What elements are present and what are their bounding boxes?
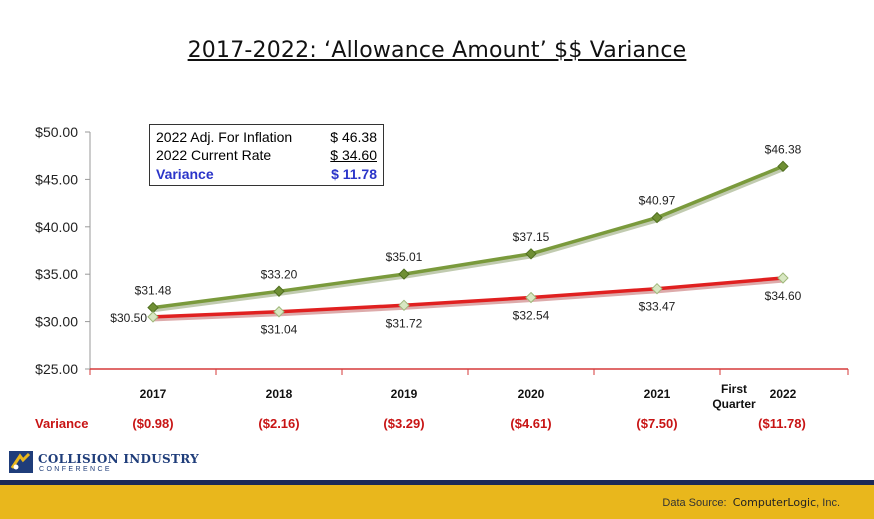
x-tick-label: 2021 bbox=[644, 387, 671, 401]
data-label: $33.20 bbox=[261, 267, 298, 281]
summary-value: $ 11.78 bbox=[331, 166, 377, 182]
y-tick-label: $35.00 bbox=[35, 266, 78, 282]
variance-value: ($2.16) bbox=[258, 416, 300, 431]
data-label: $34.60 bbox=[765, 289, 802, 303]
data-source-suffix: , Inc. bbox=[816, 497, 840, 509]
x-tick-label: 2022 bbox=[770, 387, 797, 401]
data-label: $30.50 bbox=[110, 311, 147, 325]
variance-value: ($4.61) bbox=[510, 416, 552, 431]
data-label: $46.38 bbox=[765, 142, 802, 156]
summary-box: 2022 Adj. For Inflation $ 46.38 2022 Cur… bbox=[149, 124, 384, 186]
data-label: $31.72 bbox=[386, 316, 423, 330]
line-chart: $25.00 $30.00 $35.00 $40.00 $45.00 $50.00 2017… bbox=[35, 124, 849, 401]
y-tick-label: $30.00 bbox=[35, 314, 78, 330]
series-line-shadow bbox=[153, 165, 785, 313]
y-tick-label: $50.00 bbox=[35, 124, 78, 140]
variance-value: ($0.98) bbox=[132, 416, 174, 431]
x-tick-label: 2020 bbox=[518, 387, 545, 401]
variance-value: ($3.29) bbox=[383, 416, 425, 431]
data-label: $32.54 bbox=[513, 309, 550, 323]
series-line bbox=[152, 276, 784, 319]
conference-logo: COLLISION INDUSTRY CONFERENCE bbox=[8, 449, 208, 477]
data-label: $37.15 bbox=[513, 230, 550, 244]
data-point bbox=[398, 299, 410, 312]
data-point bbox=[525, 248, 537, 260]
footer-stripe bbox=[0, 480, 874, 485]
data-label: $40.97 bbox=[639, 194, 676, 208]
variance-row-label: Variance bbox=[35, 416, 89, 431]
chart-series bbox=[147, 160, 789, 323]
x-tick-label: 2018 bbox=[266, 387, 293, 401]
logo-text: COLLISION INDUSTRY bbox=[38, 452, 199, 466]
data-source: Data Source: ComputerLogic, Inc. bbox=[662, 496, 840, 509]
data-point bbox=[651, 282, 663, 295]
data-point bbox=[398, 268, 410, 280]
data-label: $33.47 bbox=[639, 300, 676, 314]
chart-labels: $31.48 $33.20 $35.01 $37.15 $40.97 $46.38 $30.… bbox=[110, 142, 801, 336]
x-tick-label: 2017 bbox=[140, 387, 167, 401]
y-tick-label: $40.00 bbox=[35, 219, 78, 235]
logo-subtext: CONFERENCE bbox=[39, 466, 113, 473]
variance-value: ($7.50) bbox=[636, 416, 678, 431]
data-point bbox=[147, 311, 159, 323]
summary-row-inflation: 2022 Adj. For Inflation $ 46.38 bbox=[156, 129, 377, 147]
data-label: $31.04 bbox=[261, 323, 298, 337]
data-point bbox=[651, 211, 663, 224]
summary-row-variance: Variance $ 11.78 bbox=[156, 166, 377, 184]
summary-value: $ 46.38 bbox=[330, 129, 377, 145]
data-label: $35.01 bbox=[386, 250, 423, 264]
data-point bbox=[273, 306, 285, 318]
variance-value: ($11.78) bbox=[758, 416, 806, 431]
y-tick-label: $45.00 bbox=[35, 171, 78, 187]
summary-value: $ 34.60 bbox=[330, 147, 377, 163]
data-point bbox=[777, 160, 789, 173]
footer-bar bbox=[0, 485, 874, 519]
x-tick-label: 2019 bbox=[391, 387, 418, 401]
data-label: $31.48 bbox=[135, 284, 172, 298]
logo-mark-icon bbox=[9, 451, 33, 473]
data-point bbox=[777, 272, 789, 284]
summary-label: Variance bbox=[156, 166, 214, 182]
data-source-prefix: Data Source: bbox=[662, 497, 727, 509]
summary-row-current: 2022 Current Rate $ 34.60 bbox=[156, 147, 377, 165]
series-line-shadow bbox=[153, 277, 785, 322]
data-point bbox=[525, 291, 537, 304]
data-source-company: ComputerLogic bbox=[732, 496, 817, 509]
y-tick-label: $25.00 bbox=[35, 361, 78, 377]
series-line bbox=[152, 164, 784, 310]
category-note: First Quarter bbox=[712, 382, 756, 411]
chart-axes: $25.00 $30.00 $35.00 $40.00 $45.00 $50.00 2017… bbox=[35, 124, 849, 401]
chart-title: 2017-2022: ‘Allowance Amount’ $$ Varianc… bbox=[187, 38, 687, 63]
summary-label: 2022 Current Rate bbox=[156, 147, 272, 163]
summary-label: 2022 Adj. For Inflation bbox=[156, 129, 293, 145]
data-point bbox=[273, 285, 285, 297]
